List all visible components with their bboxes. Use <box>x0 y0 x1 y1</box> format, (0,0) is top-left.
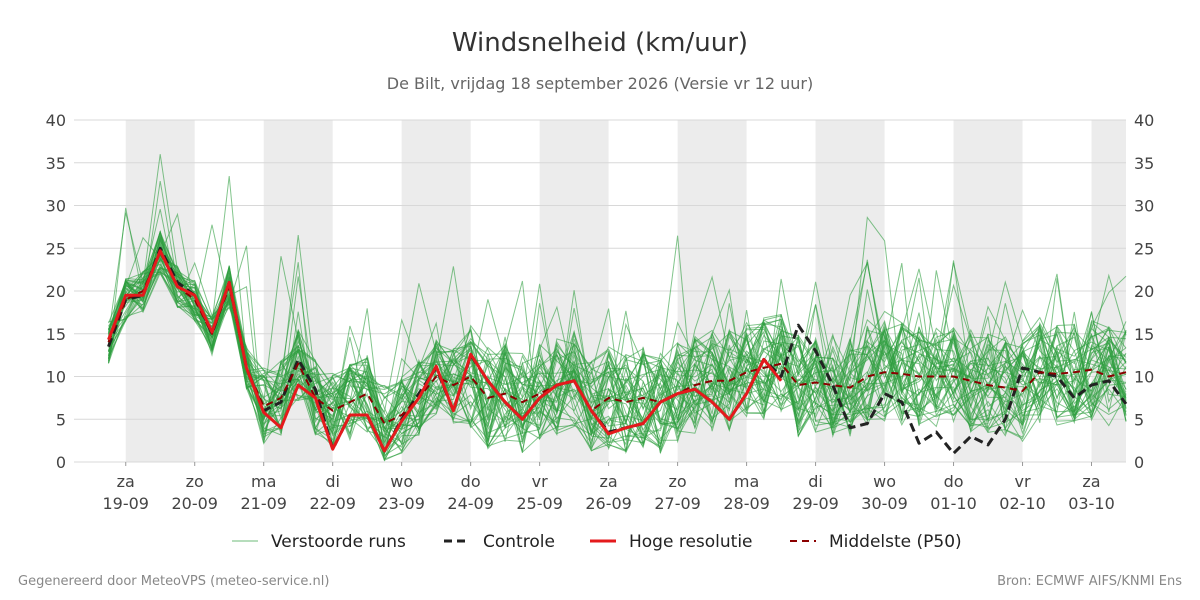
x-tick-date: 01-10 <box>930 494 977 513</box>
y-tick-label-right: 0 <box>1134 453 1144 472</box>
y-tick-label-left: 0 <box>56 453 66 472</box>
x-tick-day: di <box>325 472 340 491</box>
legend-item-controle: Controle <box>444 532 555 552</box>
x-tick-day: wo <box>390 472 413 491</box>
chart-title: Windsnelheid (km/uur) <box>452 28 748 58</box>
y-tick-label-left: 15 <box>46 325 66 344</box>
y-tick-label-right: 15 <box>1134 325 1154 344</box>
x-tick-date: 29-09 <box>792 494 839 513</box>
x-tick-day: vr <box>1015 472 1031 491</box>
x-tick-day: za <box>117 472 135 491</box>
y-tick-label-left: 30 <box>46 197 66 216</box>
x-tick-date: 27-09 <box>654 494 701 513</box>
y-tick-label-right: 35 <box>1134 154 1154 173</box>
x-tick-date: 26-09 <box>585 494 632 513</box>
x-tick-day: do <box>461 472 481 491</box>
y-tick-label-right: 40 <box>1134 111 1154 130</box>
series-line-controle <box>107 246 1128 455</box>
x-tick-day: zo <box>186 472 204 491</box>
x-tick-day: wo <box>873 472 896 491</box>
ensemble-run-line <box>108 234 1127 432</box>
ensemble-run-line <box>108 273 1127 439</box>
chart-subtitle: De Bilt, vrijdag 18 september 2026 (Vers… <box>387 74 813 93</box>
x-tick-day: do <box>944 472 964 491</box>
footer-source: Bron: ECMWF AIFS/KNMI Ens <box>997 574 1182 589</box>
y-axis-right: 0 5 10 15 20 25 30 35 40 <box>1134 111 1154 472</box>
x-tick-day: di <box>808 472 823 491</box>
main-series-lines <box>107 246 1128 455</box>
y-tick-label-right: 20 <box>1134 282 1154 301</box>
x-tick-date: 28-09 <box>723 494 770 513</box>
y-tick-label-right: 10 <box>1134 368 1154 387</box>
x-axis: za 19-09 zo 20-09 ma 21-09 di 22-09 wo 23-09 do 24-… <box>102 462 1115 513</box>
legend-label-ensemble: Verstoorde runs <box>271 532 406 552</box>
y-tick-label-right: 25 <box>1134 239 1154 258</box>
ensemble-run-line <box>108 237 1127 460</box>
x-tick-date: 02-10 <box>999 494 1046 513</box>
x-tick-date: 19-09 <box>102 494 149 513</box>
ensemble-run-line <box>108 236 1127 454</box>
series-line-hoge-resolutie <box>107 249 783 453</box>
legend: Verstoorde runs Controle Hoge resolutie … <box>232 532 962 552</box>
x-tick-day: za <box>1082 472 1100 491</box>
y-tick-label-left: 40 <box>46 111 66 130</box>
x-tick-date: 30-09 <box>861 494 908 513</box>
ensemble-run-line <box>108 216 1127 447</box>
legend-label-hoge-resolutie: Hoge resolutie <box>629 532 753 552</box>
ensemble-run-line <box>108 154 1127 449</box>
x-tick-day: zo <box>669 472 687 491</box>
y-tick-label-left: 25 <box>46 239 66 258</box>
x-tick-date: 22-09 <box>309 494 356 513</box>
x-tick-day: ma <box>734 472 759 491</box>
x-tick-date: 21-09 <box>240 494 287 513</box>
x-tick-date: 20-09 <box>171 494 218 513</box>
legend-item-hoge-resolutie: Hoge resolutie <box>590 532 753 552</box>
series-line-p50 <box>107 251 1127 425</box>
y-tick-label-left: 20 <box>46 282 66 301</box>
legend-label-controle: Controle <box>483 532 555 552</box>
legend-item-ensemble: Verstoorde runs <box>232 532 406 552</box>
x-tick-date: 24-09 <box>447 494 494 513</box>
ensemble-run-line <box>108 254 1127 460</box>
y-tick-label-left: 35 <box>46 154 66 173</box>
x-tick-date: 25-09 <box>516 494 563 513</box>
footer-generated-by: Gegenereerd door MeteoVPS (meteo-service… <box>18 574 329 589</box>
y-tick-label-left: 5 <box>56 410 66 429</box>
legend-item-p50: Middelste (P50) <box>790 532 962 552</box>
ensemble-run-line <box>108 258 1127 440</box>
ensemble-run-line <box>108 246 1127 444</box>
x-tick-date: 03-10 <box>1068 494 1115 513</box>
ensemble-run-line <box>108 212 1127 454</box>
x-tick-day: vr <box>532 472 548 491</box>
y-tick-label-right: 5 <box>1134 410 1144 429</box>
y-tick-label-right: 30 <box>1134 197 1154 216</box>
ensemble-run-line <box>108 238 1127 454</box>
ensemble-run-line <box>108 208 1127 453</box>
y-axis-left: 0 5 10 15 20 25 30 35 40 <box>46 111 66 472</box>
x-tick-day: ma <box>251 472 276 491</box>
legend-label-p50: Middelste (P50) <box>829 532 962 552</box>
ensemble-run-line <box>108 258 1127 444</box>
y-tick-label-left: 10 <box>46 368 66 387</box>
x-tick-day: za <box>600 472 618 491</box>
x-tick-date: 23-09 <box>378 494 425 513</box>
